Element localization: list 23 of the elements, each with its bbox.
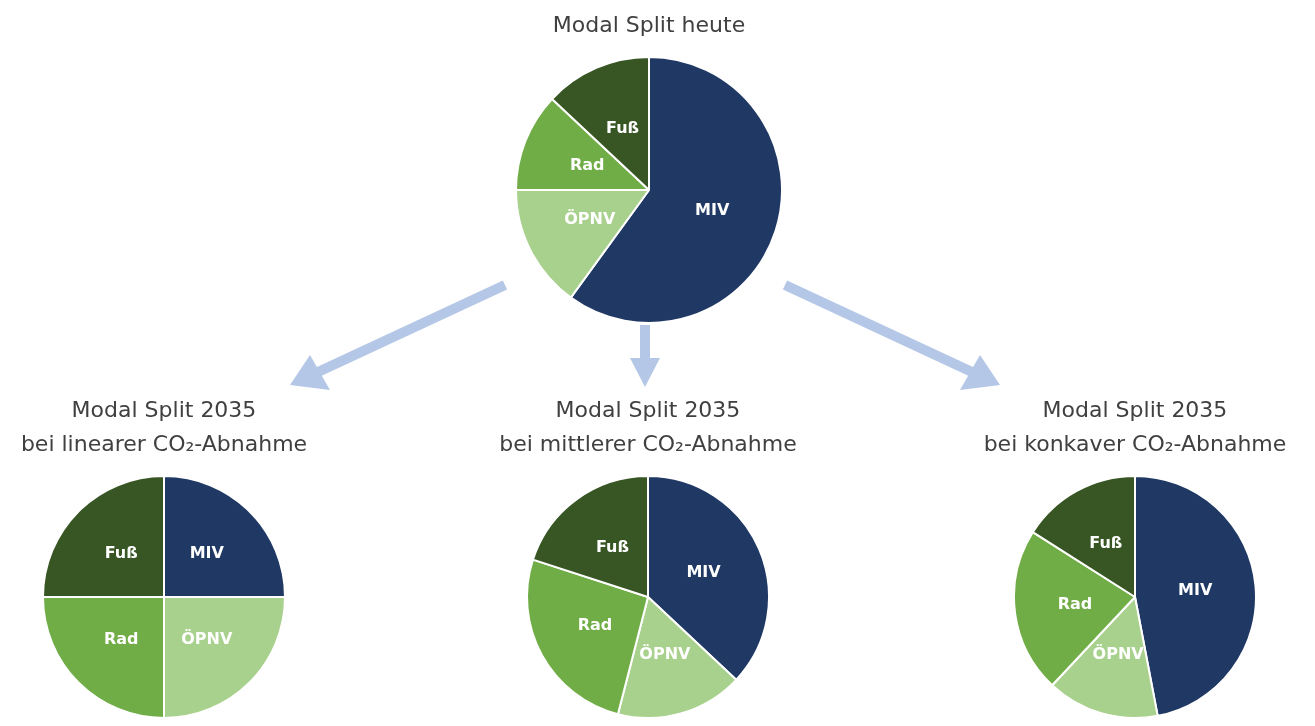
slice-label: MIV (695, 199, 730, 219)
slice-label: Fuß (606, 118, 640, 138)
slice-label: Rad (569, 154, 605, 174)
slice-label: Fuß (1089, 533, 1123, 553)
slice-label: MIV (1178, 580, 1213, 600)
chart-title: Modal Split 2035 (554, 396, 742, 424)
chart-subtitle: bei linearer CO₂-Abnahme (19, 430, 309, 458)
slice-label: ÖPNV (181, 628, 233, 648)
slice-label: Rad (1057, 593, 1093, 613)
chart-title: Modal Split heute (551, 11, 747, 39)
chart-subtitle: bei konkaver CO₂-Abnahme (982, 430, 1288, 458)
slice-label: Fuß (104, 543, 138, 563)
slice-label: Rad (103, 628, 139, 648)
slice-label: ÖPNV (639, 644, 692, 664)
slice-label: ÖPNV (564, 209, 616, 229)
slice-label: MIV (686, 562, 722, 582)
chart-title: Modal Split 2035 (1041, 396, 1229, 424)
chart-subtitle: bei mittlerer CO₂-Abnahme (498, 430, 798, 458)
slice-label: ÖPNV (1092, 644, 1145, 664)
slice-label: Rad (577, 615, 613, 635)
slice-label: Fuß (595, 537, 629, 557)
slice-label: MIV (189, 543, 225, 563)
chart-title: Modal Split 2035 (70, 396, 258, 424)
